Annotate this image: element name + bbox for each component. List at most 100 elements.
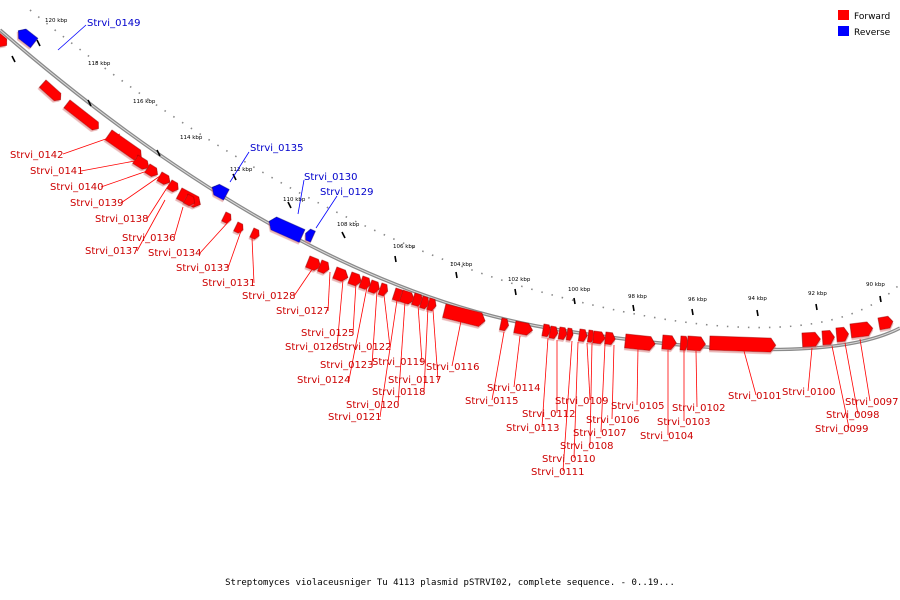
gene-feature-strvi-0099[interactable] — [821, 330, 835, 346]
gene-label-strvi-0130[interactable]: Strvi_0130 — [304, 172, 358, 183]
gene-label-strvi-0135[interactable]: Strvi_0135 — [250, 143, 304, 154]
gene-label-strvi-0112[interactable]: Strvi_0112 — [522, 409, 576, 420]
gene-feature-strvi-0136[interactable] — [182, 193, 197, 208]
gene-label-strvi-0107[interactable]: Strvi_0107 — [573, 428, 627, 439]
gene-label-strvi-0113[interactable]: Strvi_0113 — [506, 423, 560, 434]
gene-feature-strvi-0140[interactable] — [144, 163, 160, 179]
label-connector — [199, 219, 231, 254]
gene-label-strvi-0125[interactable]: Strvi_0125 — [301, 328, 355, 339]
gene-feature-strvi-0107[interactable] — [592, 330, 606, 345]
gene-label-strvi-0136[interactable]: Strvi_0136 — [122, 233, 176, 244]
gene-label-strvi-0134[interactable]: Strvi_0134 — [148, 248, 202, 259]
gene-label-strvi-0123[interactable]: Strvi_0123 — [320, 360, 374, 371]
gene-feature-strvi-0130[interactable] — [266, 215, 306, 243]
gene-feature-strvi-0141[interactable] — [132, 154, 152, 172]
gene-feature-strvi-0135[interactable] — [209, 182, 230, 201]
gene-feature-strvi-0138[interactable] — [166, 179, 181, 194]
gene-label-strvi-0119[interactable]: Strvi_0119 — [372, 357, 426, 368]
gene-feature-strvi-0139[interactable] — [156, 171, 172, 187]
gene-feature-strvi-0122[interactable] — [377, 282, 389, 297]
gene-label-strvi-0115[interactable]: Strvi_0115 — [465, 396, 519, 407]
label-connector — [251, 237, 255, 284]
gene-feature-strvi-0149[interactable] — [15, 26, 39, 49]
gene-feature-strvi-0128[interactable] — [305, 255, 323, 272]
gene-feature-strvi-0103[interactable] — [679, 335, 689, 351]
gene-label-strvi-0105[interactable]: Strvi_0105 — [611, 401, 665, 412]
map-caption: Streptomyces violaceusniger Tu 4113 plas… — [225, 578, 675, 588]
gene-label-strvi-0116[interactable]: Strvi_0116 — [426, 362, 480, 373]
gene-feature-strvi-0120[interactable] — [398, 289, 416, 306]
gene-feature-strvi-0100[interactable] — [801, 332, 821, 348]
legend-reverse-label: Reverse — [854, 28, 891, 38]
gene-feature-strvi-0115[interactable] — [499, 317, 510, 332]
gene-feature-strvi-0105[interactable] — [624, 333, 656, 351]
gene-label-strvi-0109[interactable]: Strvi_0109 — [555, 396, 609, 407]
gene-feature-unlabeled[interactable] — [63, 99, 102, 133]
gene-feature-strvi-0098[interactable] — [835, 327, 849, 343]
label-connector — [807, 347, 813, 392]
gene-feature-strvi-0110[interactable] — [565, 327, 574, 341]
gene-label-strvi-0138[interactable]: Strvi_0138 — [95, 214, 149, 225]
gene-label-strvi-0128[interactable]: Strvi_0128 — [242, 291, 296, 302]
gene-feature-strvi-0124[interactable] — [358, 275, 373, 291]
gene-label-strvi-0103[interactable]: Strvi_0103 — [657, 417, 711, 428]
gene-label-strvi-0117[interactable]: Strvi_0117 — [388, 375, 442, 386]
gene-feature-strvi-0112[interactable] — [548, 325, 559, 340]
gene-label-strvi-0100[interactable]: Strvi_0100 — [782, 387, 836, 398]
gene-label-strvi-0129[interactable]: Strvi_0129 — [320, 187, 374, 198]
gene-feature-strvi-0102[interactable] — [686, 335, 706, 352]
gene-feature-strvi-0097[interactable] — [849, 321, 874, 339]
gene-label-strvi-0104[interactable]: Strvi_0104 — [640, 431, 694, 442]
label-connector — [695, 350, 698, 408]
gene-label-strvi-0098[interactable]: Strvi_0098 — [826, 410, 880, 421]
gene-label-strvi-0131[interactable]: Strvi_0131 — [202, 278, 256, 289]
gene-label-strvi-0139[interactable]: Strvi_0139 — [70, 198, 124, 209]
gene-label-strvi-0149[interactable]: Strvi_0149 — [87, 18, 141, 29]
gene-feature-strvi-0104[interactable] — [661, 334, 677, 351]
gene-feature-strvi-0127[interactable] — [317, 259, 332, 275]
gene-feature-strvi-0114[interactable] — [513, 320, 534, 336]
gene-feature-strvi-0116[interactable] — [442, 303, 487, 328]
gene-label-strvi-0121[interactable]: Strvi_0121 — [328, 412, 382, 423]
gene-label-strvi-0102[interactable]: Strvi_0102 — [672, 403, 726, 414]
tick-mark — [36, 39, 41, 47]
gene-label-strvi-0124[interactable]: Strvi_0124 — [297, 375, 351, 386]
gene-feature-edge[interactable] — [877, 315, 894, 331]
gene-label-strvi-0110[interactable]: Strvi_0110 — [542, 454, 596, 465]
gene-label-strvi-0111[interactable]: Strvi_0111 — [531, 467, 585, 478]
gene-label-strvi-0142[interactable]: Strvi_0142 — [10, 150, 64, 161]
gene-label-strvi-0099[interactable]: Strvi_0099 — [815, 424, 869, 435]
gene-feature-unlabeled[interactable] — [38, 79, 64, 103]
tick-label: 94 kbp — [748, 296, 767, 302]
gene-label-strvi-0137[interactable]: Strvi_0137 — [85, 246, 139, 257]
gene-feature-strvi-0131[interactable] — [249, 227, 261, 240]
gene-label-strvi-0127[interactable]: Strvi_0127 — [276, 306, 330, 317]
gene-label-strvi-0106[interactable]: Strvi_0106 — [586, 415, 640, 426]
gene-feature-strvi-0125[interactable] — [347, 271, 363, 287]
gene-feature-strvi-0113[interactable] — [541, 323, 552, 338]
gene-label-strvi-0097[interactable]: Strvi_0097 — [845, 397, 899, 408]
gene-feature-strvi-0117[interactable] — [426, 297, 438, 312]
label-group: Strvi_0149 Strvi_0142 Strvi_0141 Strvi_0140… — [10, 18, 899, 478]
gene-label-strvi-0114[interactable]: Strvi_0114 — [487, 383, 541, 394]
gene-label-strvi-0101[interactable]: Strvi_0101 — [728, 391, 782, 402]
gene-label-strvi-0133[interactable]: Strvi_0133 — [176, 263, 230, 274]
gene-feature-edge[interactable] — [0, 29, 10, 49]
gene-feature-strvi-0126[interactable] — [332, 266, 350, 283]
gene-label-strvi-0126[interactable]: Strvi_0126 — [285, 342, 339, 353]
gene-label-strvi-0108[interactable]: Strvi_0108 — [560, 441, 614, 452]
gene-label-strvi-0118[interactable]: Strvi_0118 — [372, 387, 426, 398]
gene-label-strvi-0120[interactable]: Strvi_0120 — [346, 400, 400, 411]
label-connector — [611, 344, 615, 420]
gene-feature-strvi-0129[interactable] — [303, 228, 316, 243]
gene-feature-strvi-0133[interactable] — [233, 221, 246, 234]
label-connector — [348, 286, 368, 381]
gene-label-strvi-0122[interactable]: Strvi_0122 — [338, 342, 392, 353]
gene-feature-strvi-0106[interactable] — [604, 331, 616, 346]
gene-feature-strvi-0101[interactable] — [709, 335, 777, 353]
gene-label-strvi-0140[interactable]: Strvi_0140 — [50, 182, 104, 193]
gene-label-strvi-0141[interactable]: Strvi_0141 — [30, 166, 84, 177]
gene-feature-strvi-0109[interactable] — [577, 328, 588, 342]
gene-feature-strvi-0118[interactable] — [419, 295, 430, 310]
gene-feature-strvi-0111[interactable] — [557, 326, 568, 340]
